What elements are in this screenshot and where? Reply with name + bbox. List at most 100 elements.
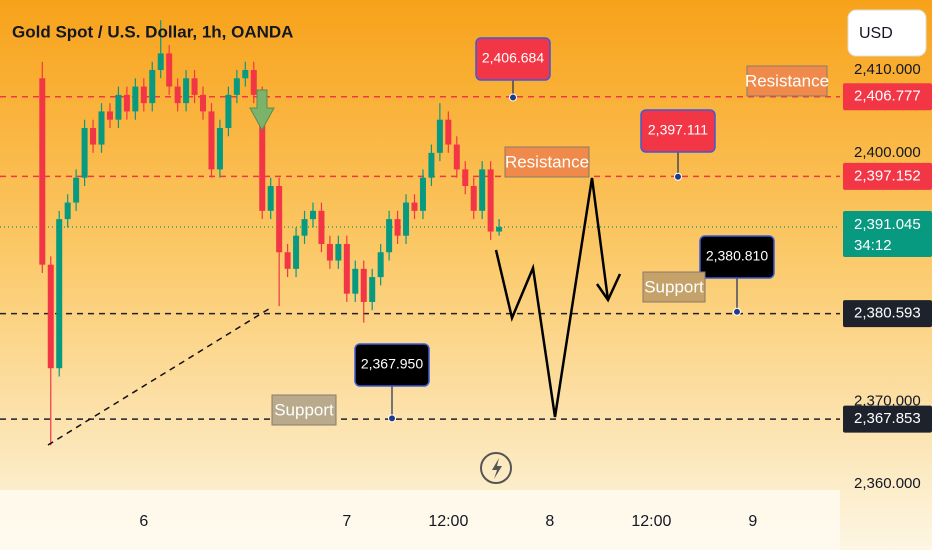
time-axis-bg	[0, 490, 840, 550]
projection-path	[494, 177, 610, 418]
candle-body	[411, 202, 418, 211]
x-tick-label: 12:00	[428, 513, 468, 530]
x-tick-label: 8	[545, 513, 554, 530]
candle-body	[106, 111, 113, 120]
zone-label: Support	[644, 277, 704, 296]
price-tag	[843, 211, 932, 258]
candle-body	[98, 111, 105, 145]
price-tag-label: 2,380.593	[854, 305, 921, 322]
zone-label: Resistance	[745, 71, 829, 90]
candle-body	[394, 219, 401, 236]
callout-label: 2,367.950	[361, 356, 423, 372]
price-tag-label: 2,397.152	[854, 167, 921, 184]
candle-body	[183, 78, 190, 104]
candle-body	[115, 94, 122, 120]
candle-body	[386, 219, 393, 253]
callout-box	[354, 343, 430, 387]
candle-body	[352, 268, 359, 294]
candle-body	[496, 227, 503, 232]
projection-arrow	[595, 273, 622, 303]
candle-body	[309, 210, 316, 220]
candle-body	[462, 169, 469, 186]
price-tag	[843, 162, 932, 190]
candle-body	[208, 111, 215, 170]
candle-body	[123, 94, 130, 112]
candle-body	[301, 219, 308, 236]
y-tick-label: 2,360.000	[854, 475, 921, 492]
currency-button[interactable]	[847, 9, 927, 57]
candle-body	[90, 127, 97, 145]
price-tag	[843, 405, 932, 433]
candle-body	[453, 144, 460, 170]
callout-point	[388, 414, 396, 423]
callout-box	[475, 37, 551, 81]
candle-body	[436, 119, 443, 153]
candle-body	[81, 127, 88, 178]
candle-body	[242, 70, 249, 79]
candle-body	[56, 219, 63, 369]
callout-label: 2,380.810	[706, 248, 768, 264]
candle-body	[326, 243, 333, 261]
callout-label: 2,406.684	[482, 50, 544, 66]
candle-body	[343, 243, 350, 294]
callout-box	[699, 235, 775, 279]
zone-label: Support	[274, 400, 334, 419]
candle-body	[428, 152, 435, 178]
zone-label-box	[504, 146, 590, 178]
candle-body	[318, 210, 325, 244]
candle-body	[233, 78, 240, 95]
x-tick-label: 7	[342, 513, 351, 530]
candle-body	[419, 177, 426, 211]
y-tick-label: 2,410.000	[854, 61, 921, 78]
currency[interactable]: USD	[859, 25, 893, 42]
candle-body	[445, 119, 452, 145]
price-tag	[843, 83, 932, 111]
candle-body	[174, 86, 181, 104]
price-tag-label: 2,406.777	[854, 88, 921, 105]
callout-box	[640, 109, 716, 153]
chart-title: Gold Spot / U.S. Dollar, 1h, OANDA	[12, 22, 293, 41]
x-tick-label: 9	[748, 513, 757, 530]
candle-body	[335, 243, 342, 261]
y-tick-label: 2,400.000	[854, 144, 921, 161]
candle-body	[250, 70, 257, 95]
candle-body	[377, 252, 384, 278]
price-tag-label: 2,367.853	[854, 410, 921, 427]
candle-body	[360, 268, 367, 302]
candle-body	[166, 53, 173, 87]
candle-body	[157, 53, 164, 70]
candle-body	[132, 86, 139, 112]
callout-point	[509, 93, 517, 102]
zone-label: Resistance	[505, 152, 589, 171]
zone-label-box	[271, 394, 337, 426]
callout-point	[674, 172, 682, 181]
zone-label-box	[746, 65, 828, 97]
candle-body	[225, 94, 232, 128]
y-tick-label: 2,370.000	[854, 392, 921, 409]
callout-point	[733, 307, 741, 316]
candle-body	[267, 185, 274, 211]
countdown: 34:12	[854, 237, 892, 254]
candle-body	[73, 177, 80, 203]
candle-body	[369, 277, 376, 302]
candle-body	[191, 78, 198, 95]
price-tag-label: 2,391.045	[854, 216, 921, 233]
candle-body	[259, 94, 266, 211]
candle-body	[293, 235, 300, 269]
price-tag	[843, 300, 932, 328]
x-tick-label: 6	[139, 513, 148, 530]
candle-body	[47, 264, 54, 369]
callout-label: 2,397.111	[648, 122, 708, 138]
candle-body	[276, 185, 283, 253]
x-tick-label: 12:00	[631, 513, 671, 530]
arrow-icon	[249, 89, 275, 132]
candle-body	[39, 78, 46, 265]
lightning-icon[interactable]	[480, 452, 512, 484]
levels	[0, 95, 840, 420]
candle-body	[403, 202, 410, 236]
candle-body	[216, 127, 223, 170]
candle-body	[140, 86, 147, 104]
zone-label-box	[642, 271, 706, 303]
